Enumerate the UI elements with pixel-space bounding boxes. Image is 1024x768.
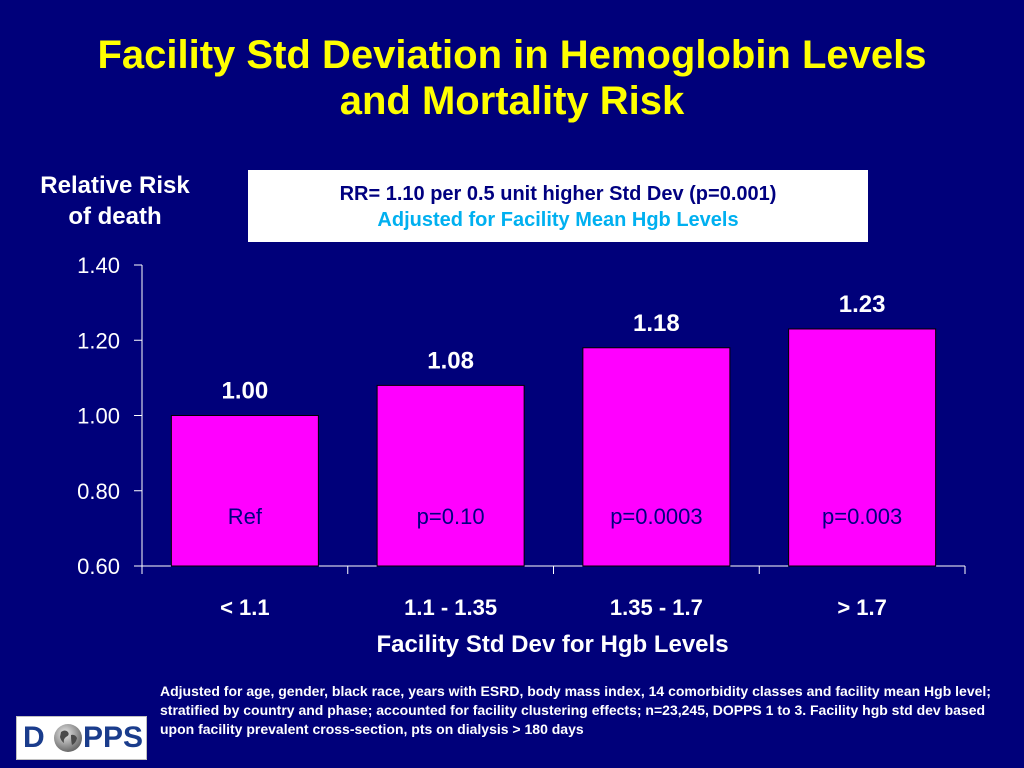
y-axis-title-line-2: of death xyxy=(68,203,162,230)
bar-p-value-label: p=0.003 xyxy=(822,504,902,529)
bar-value-label: 1.18 xyxy=(633,310,680,337)
title-line-1: Facility Std Deviation in Hemoglobin Lev… xyxy=(97,33,927,77)
x-tick-label: 1.1 - 1.35 xyxy=(404,595,497,620)
x-axis-title: Facility Std Dev for Hgb Levels xyxy=(376,631,728,658)
y-tick-label: 0.60 xyxy=(77,554,120,579)
bar xyxy=(376,384,525,567)
bar-value-label: 1.08 xyxy=(427,347,474,374)
x-tick-label: 1.35 - 1.7 xyxy=(610,595,703,620)
dopps-logo: D PPS xyxy=(16,716,147,760)
bar-p-value-label: Ref xyxy=(228,504,263,529)
bar xyxy=(582,347,731,567)
bar-p-value-label: p=0.0003 xyxy=(610,504,702,529)
bar-p-value-label: p=0.10 xyxy=(417,504,485,529)
rr-adjustment-text: Adjusted for Facility Mean Hgb Levels xyxy=(377,209,739,231)
rr-summary-text: RR= 1.10 per 0.5 unit higher Std Dev (p=… xyxy=(339,183,777,205)
logo-text-pps: PPS xyxy=(83,721,144,754)
y-axis-title: Relative Risk of death xyxy=(10,170,220,232)
y-tick-label: 1.40 xyxy=(77,253,120,278)
relative-risk-summary-box: RR= 1.10 per 0.5 unit higher Std Dev (p=… xyxy=(248,170,868,242)
slide-title: Facility Std Deviation in Hemoglobin Lev… xyxy=(0,32,1024,124)
title-line-2: and Mortality Risk xyxy=(339,79,685,123)
x-tick-label: < 1.1 xyxy=(220,595,270,620)
bar-value-label: 1.23 xyxy=(839,291,886,318)
globe-icon xyxy=(54,724,82,752)
logo-text-d: D xyxy=(23,721,45,754)
bar-value-label: 1.00 xyxy=(222,378,269,405)
footnote: Adjusted for age, gender, black race, ye… xyxy=(160,683,991,737)
y-tick-label: 1.20 xyxy=(77,328,120,353)
bar xyxy=(170,415,319,567)
x-tick-label: > 1.7 xyxy=(837,595,887,620)
y-tick-label: 0.80 xyxy=(77,479,120,504)
y-axis-title-line-1: Relative Risk xyxy=(40,172,190,199)
y-tick-label: 1.00 xyxy=(77,404,120,429)
bar xyxy=(788,328,937,567)
